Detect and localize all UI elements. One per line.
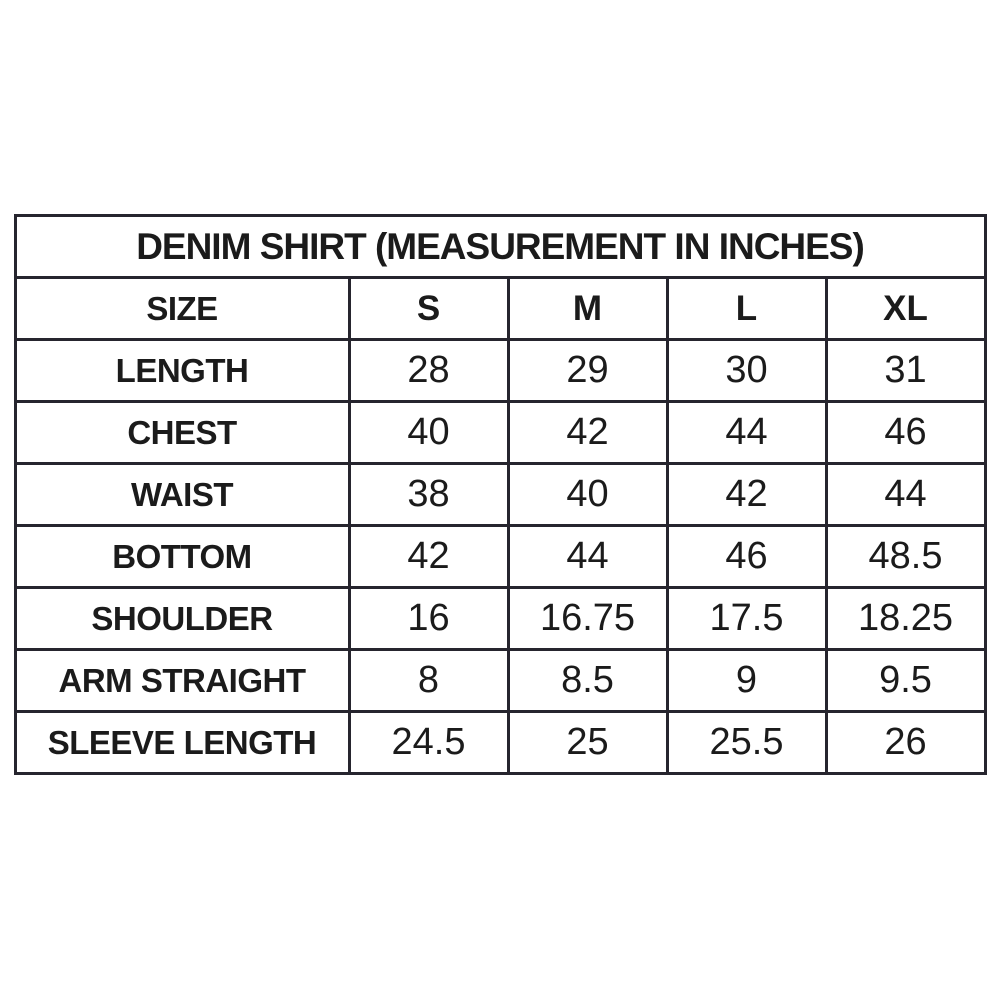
- table-row-chest: CHEST 40 42 44 46: [13, 400, 987, 465]
- row-label-sleeve-length: SLEEVE LENGTH: [13, 710, 351, 775]
- header-size-s: S: [347, 276, 510, 341]
- title-row: DENIM SHIRT (MEASUREMENT IN INCHES): [13, 214, 987, 279]
- table-row-sleeve-length: SLEEVE LENGTH 24.5 25 25.5 26: [13, 710, 987, 775]
- table-row-bottom: BOTTOM 42 44 46 48.5: [13, 524, 987, 589]
- cell-chest-m: 42: [506, 400, 669, 465]
- row-label-length: LENGTH: [13, 338, 351, 403]
- cell-sleeve-length-m: 25: [506, 710, 669, 775]
- cell-bottom-m: 44: [506, 524, 669, 589]
- cell-length-m: 29: [506, 338, 669, 403]
- cell-arm-straight-xl: 9.5: [824, 648, 987, 713]
- cell-length-l: 30: [665, 338, 828, 403]
- table-row-length: LENGTH 28 29 30 31: [13, 338, 987, 403]
- table-row-waist: WAIST 38 40 42 44: [13, 462, 987, 527]
- row-label-waist: WAIST: [13, 462, 351, 527]
- cell-arm-straight-m: 8.5: [506, 648, 669, 713]
- cell-waist-xl: 44: [824, 462, 987, 527]
- cell-shoulder-l: 17.5: [665, 586, 828, 651]
- header-row: SIZE S M L XL: [13, 276, 987, 341]
- cell-chest-xl: 46: [824, 400, 987, 465]
- cell-length-xl: 31: [824, 338, 987, 403]
- cell-sleeve-length-l: 25.5: [665, 710, 828, 775]
- cell-waist-l: 42: [665, 462, 828, 527]
- header-size-l: L: [665, 276, 828, 341]
- cell-chest-l: 44: [665, 400, 828, 465]
- cell-bottom-xl: 48.5: [824, 524, 987, 589]
- cell-arm-straight-l: 9: [665, 648, 828, 713]
- cell-bottom-s: 42: [347, 524, 510, 589]
- cell-bottom-l: 46: [665, 524, 828, 589]
- cell-waist-m: 40: [506, 462, 669, 527]
- cell-length-s: 28: [347, 338, 510, 403]
- size-chart-table: DENIM SHIRT (MEASUREMENT IN INCHES) SIZE…: [13, 214, 987, 775]
- row-label-bottom: BOTTOM: [13, 524, 351, 589]
- row-label-arm-straight: ARM STRAIGHT: [13, 648, 351, 713]
- row-label-shoulder: SHOULDER: [13, 586, 351, 651]
- cell-shoulder-s: 16: [347, 586, 510, 651]
- header-size-xl: XL: [824, 276, 987, 341]
- cell-shoulder-xl: 18.25: [824, 586, 987, 651]
- row-label-chest: CHEST: [13, 400, 351, 465]
- table-row-arm-straight: ARM STRAIGHT 8 8.5 9 9.5: [13, 648, 987, 713]
- cell-sleeve-length-s: 24.5: [347, 710, 510, 775]
- header-size-m: M: [506, 276, 669, 341]
- cell-shoulder-m: 16.75: [506, 586, 669, 651]
- cell-chest-s: 40: [347, 400, 510, 465]
- cell-waist-s: 38: [347, 462, 510, 527]
- cell-sleeve-length-xl: 26: [824, 710, 987, 775]
- cell-arm-straight-s: 8: [347, 648, 510, 713]
- table-title: DENIM SHIRT (MEASUREMENT IN INCHES): [13, 214, 987, 279]
- table-row-shoulder: SHOULDER 16 16.75 17.5 18.25: [13, 586, 987, 651]
- header-size-label: SIZE: [13, 276, 351, 341]
